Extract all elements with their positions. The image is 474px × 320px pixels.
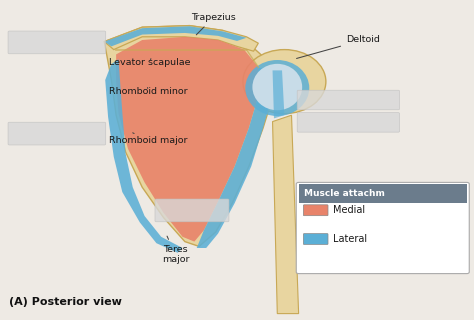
FancyBboxPatch shape [297, 90, 400, 110]
FancyBboxPatch shape [299, 184, 467, 203]
FancyBboxPatch shape [296, 182, 469, 274]
Text: Rhomboid minor: Rhomboid minor [109, 87, 188, 96]
FancyBboxPatch shape [297, 113, 400, 132]
Text: Rhomboid major: Rhomboid major [109, 133, 188, 145]
Ellipse shape [245, 60, 309, 116]
Polygon shape [273, 70, 284, 118]
FancyBboxPatch shape [303, 234, 328, 244]
FancyBboxPatch shape [155, 199, 229, 222]
Polygon shape [104, 26, 258, 51]
Text: Teres
major: Teres major [162, 236, 189, 264]
Polygon shape [104, 26, 246, 46]
Text: Medial: Medial [333, 205, 365, 215]
Ellipse shape [243, 50, 326, 114]
FancyBboxPatch shape [303, 205, 328, 216]
Polygon shape [104, 26, 273, 246]
FancyBboxPatch shape [8, 31, 106, 54]
Text: Muscle attachm: Muscle attachm [304, 189, 385, 198]
Polygon shape [273, 115, 299, 314]
FancyBboxPatch shape [8, 122, 106, 145]
Text: Deltoid: Deltoid [297, 36, 380, 59]
Polygon shape [105, 59, 182, 253]
Polygon shape [116, 37, 258, 242]
Text: (A) Posterior view: (A) Posterior view [9, 297, 122, 307]
Text: Levator scapulae: Levator scapulae [109, 58, 191, 67]
Text: Lateral: Lateral [333, 234, 367, 244]
Polygon shape [197, 67, 273, 248]
Ellipse shape [252, 64, 302, 110]
Text: Trapezius: Trapezius [191, 13, 236, 35]
